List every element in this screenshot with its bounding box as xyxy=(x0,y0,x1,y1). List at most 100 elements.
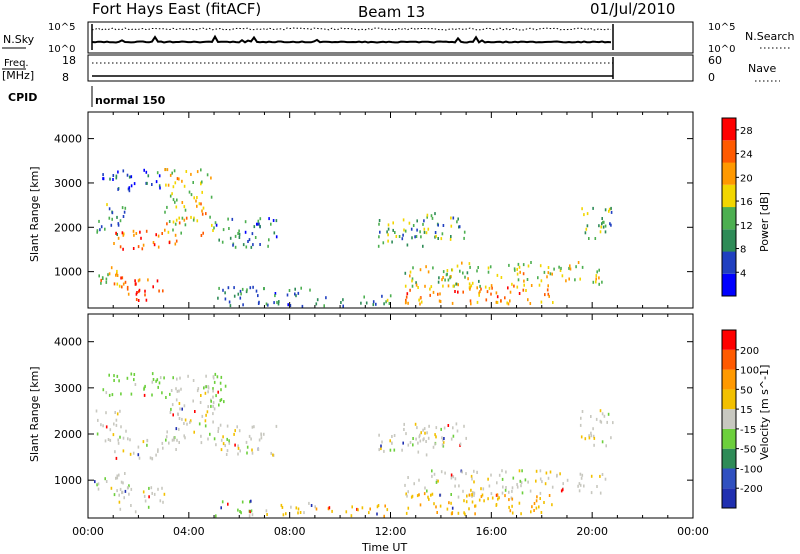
data-cell xyxy=(178,441,180,444)
data-cell xyxy=(137,279,140,283)
data-cell xyxy=(598,268,600,272)
data-cell xyxy=(583,484,585,488)
data-cell xyxy=(135,232,138,235)
colorbar-tick-label: 20 xyxy=(740,173,753,184)
data-cell xyxy=(512,476,515,480)
colorbar-frame xyxy=(721,329,737,509)
data-cell xyxy=(454,477,457,481)
data-cell xyxy=(245,290,248,294)
data-cell xyxy=(376,505,379,509)
data-cell xyxy=(147,278,149,282)
data-cell xyxy=(599,474,601,478)
data-cell xyxy=(378,222,380,226)
data-cell xyxy=(122,436,125,440)
data-cell xyxy=(277,302,280,306)
data-cell xyxy=(580,416,582,420)
data-cell xyxy=(116,271,118,275)
data-cell xyxy=(234,245,237,249)
data-cell xyxy=(439,493,441,497)
velocity-colorbar: 200 100 50 15 -15 -50 -100 -200 xyxy=(721,329,763,509)
data-cell xyxy=(275,235,278,239)
data-cell xyxy=(181,179,183,183)
data-cell xyxy=(108,272,111,276)
data-cell xyxy=(588,434,590,438)
data-cell xyxy=(410,495,413,499)
data-cell xyxy=(487,266,490,270)
data-cell xyxy=(404,284,407,288)
data-cell xyxy=(108,373,110,377)
data-cell xyxy=(238,429,241,433)
data-cell xyxy=(523,283,525,287)
data-cell xyxy=(416,426,418,430)
data-cell xyxy=(110,486,113,490)
data-cell xyxy=(387,233,389,237)
data-cell xyxy=(285,512,287,516)
data-cell xyxy=(547,292,550,296)
data-cell xyxy=(365,301,368,305)
data-cell xyxy=(121,491,123,495)
data-cell xyxy=(539,264,542,268)
data-cell xyxy=(200,168,202,172)
data-cell xyxy=(402,441,404,445)
data-cell xyxy=(105,480,108,483)
colorbar-segment xyxy=(722,207,736,230)
data-cell xyxy=(169,194,172,198)
data-cell xyxy=(471,500,474,504)
data-cell xyxy=(95,409,98,413)
data-cell xyxy=(172,185,175,189)
data-cell xyxy=(391,441,393,445)
data-cell xyxy=(561,488,564,492)
data-cell xyxy=(214,372,217,376)
data-cell xyxy=(116,215,118,219)
data-cell xyxy=(224,384,227,388)
data-cell xyxy=(196,170,199,174)
data-cell xyxy=(436,511,438,514)
data-cell xyxy=(112,178,114,181)
data-cell xyxy=(427,436,430,440)
data-cell xyxy=(418,435,421,439)
data-cell xyxy=(107,438,110,441)
data-cell xyxy=(435,505,437,509)
data-cell xyxy=(413,482,415,486)
data-cell xyxy=(466,271,469,275)
data-cell xyxy=(201,414,204,418)
data-cell xyxy=(308,501,310,505)
data-cell xyxy=(121,231,124,235)
nsky-right-tick-top: 10^5 xyxy=(708,22,735,33)
data-cell xyxy=(209,215,211,219)
data-cell xyxy=(105,425,108,429)
data-cell xyxy=(129,438,131,442)
data-cell xyxy=(212,412,214,416)
velocity-scatter xyxy=(94,372,614,518)
date-label: 01/Jul/2010 xyxy=(590,0,675,18)
data-cell xyxy=(237,444,239,448)
data-cell xyxy=(273,231,276,235)
colorbar-tick-label: 100 xyxy=(740,366,759,377)
colorbar-tick-label: 50 xyxy=(740,385,753,396)
data-cell xyxy=(200,234,203,237)
data-cell xyxy=(467,277,469,281)
data-cell xyxy=(297,507,300,511)
data-cell xyxy=(575,265,577,269)
data-cell xyxy=(447,424,450,427)
data-cell xyxy=(511,497,514,501)
data-cell xyxy=(411,277,414,281)
data-cell xyxy=(516,483,518,486)
data-cell xyxy=(233,432,235,436)
data-cell xyxy=(135,282,137,286)
data-cell xyxy=(509,290,512,294)
colorbar-segment xyxy=(722,162,736,185)
data-cell xyxy=(174,233,177,237)
data-cell xyxy=(426,213,429,217)
data-cell xyxy=(377,244,380,248)
data-cell xyxy=(196,204,198,208)
data-cell xyxy=(404,229,407,233)
data-cell xyxy=(151,380,154,384)
data-cell xyxy=(212,389,214,393)
data-cell xyxy=(309,288,311,292)
data-cell xyxy=(463,499,465,503)
data-cell xyxy=(295,506,298,510)
data-cell xyxy=(479,284,481,288)
data-cell xyxy=(539,469,542,473)
y-tick-label: 1000 xyxy=(54,266,82,279)
